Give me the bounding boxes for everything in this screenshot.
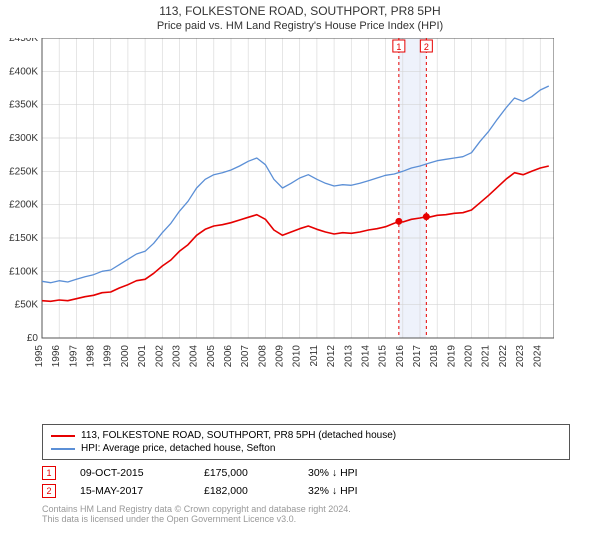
svg-text:1996: 1996 [51,345,62,368]
svg-text:2002: 2002 [154,345,165,368]
sale-date: 09-OCT-2015 [80,467,180,479]
svg-text:1997: 1997 [68,345,79,368]
svg-text:2024: 2024 [532,345,543,368]
legend-swatch [51,448,75,450]
sale-marker-icon: 1 [42,466,56,480]
legend-item-property: 113, FOLKESTONE ROAD, SOUTHPORT, PR8 5PH… [51,429,561,442]
svg-text:2004: 2004 [189,345,200,368]
sale-delta: 30% ↓ HPI [308,467,358,479]
svg-text:2003: 2003 [171,345,182,368]
legend-swatch [51,435,75,437]
sale-row: 2 15-MAY-2017 £182,000 32% ↓ HPI [42,482,570,500]
svg-text:2010: 2010 [292,345,303,368]
svg-text:2018: 2018 [429,345,440,368]
chart-subtitle: Price paid vs. HM Land Registry's House … [0,18,600,38]
svg-text:1: 1 [396,42,401,52]
svg-text:£400K: £400K [9,66,38,77]
legend-item-hpi: HPI: Average price, detached house, Seft… [51,442,561,455]
line-chart: £0 £50K £100K £150K £200K £250K £300K £350K £400… [0,38,554,413]
svg-text:1995: 1995 [34,345,45,368]
svg-text:£0: £0 [27,333,39,344]
svg-text:1998: 1998 [86,345,97,368]
sale-delta: 32% ↓ HPI [308,485,358,497]
sale-date: 15-MAY-2017 [80,485,180,497]
svg-text:£450K: £450K [9,38,38,44]
svg-text:2020: 2020 [464,345,475,368]
svg-text:2011: 2011 [309,345,320,367]
svg-text:2005: 2005 [206,345,217,368]
licence-line: This data is licensed under the Open Gov… [42,514,570,524]
svg-text:£50K: £50K [15,300,39,311]
svg-text:£150K: £150K [9,233,38,244]
sale-row: 1 09-OCT-2015 £175,000 30% ↓ HPI [42,464,570,482]
svg-text:2006: 2006 [223,345,234,368]
licence-line: Contains HM Land Registry data © Crown c… [42,504,570,514]
svg-text:2009: 2009 [275,345,286,368]
chart-container: 113, FOLKESTONE ROAD, SOUTHPORT, PR8 5PH… [0,0,600,560]
svg-text:£300K: £300K [9,133,38,144]
svg-text:2015: 2015 [378,345,389,368]
svg-text:£200K: £200K [9,200,38,211]
svg-text:2017: 2017 [412,345,423,368]
svg-text:2014: 2014 [360,345,371,368]
legend: 113, FOLKESTONE ROAD, SOUTHPORT, PR8 5PH… [42,424,570,460]
svg-text:£250K: £250K [9,166,38,177]
svg-text:1999: 1999 [103,345,114,368]
svg-text:2013: 2013 [343,345,354,368]
svg-text:2023: 2023 [515,345,526,368]
svg-text:2008: 2008 [257,345,268,368]
licence-text: Contains HM Land Registry data © Crown c… [42,504,570,524]
svg-text:2022: 2022 [498,345,509,368]
svg-text:2019: 2019 [446,345,457,368]
svg-text:2000: 2000 [120,345,131,368]
svg-text:£100K: £100K [9,266,38,277]
svg-text:2: 2 [424,42,429,52]
svg-text:2007: 2007 [240,345,251,368]
svg-text:2001: 2001 [137,345,148,368]
sale-price: £175,000 [204,467,284,479]
legend-label: 113, FOLKESTONE ROAD, SOUTHPORT, PR8 5PH… [81,430,396,441]
svg-text:2021: 2021 [481,345,492,368]
sale-table: 1 09-OCT-2015 £175,000 30% ↓ HPI 2 15-MA… [42,464,570,500]
legend-label: HPI: Average price, detached house, Seft… [81,443,275,454]
svg-text:2012: 2012 [326,345,337,368]
svg-text:£350K: £350K [9,100,38,111]
chart-area: £0 £50K £100K £150K £200K £250K £300K £350K £400… [0,38,600,418]
sale-price: £182,000 [204,485,284,497]
sale-marker-icon: 2 [42,484,56,498]
svg-text:2016: 2016 [395,345,406,368]
chart-title: 113, FOLKESTONE ROAD, SOUTHPORT, PR8 5PH [0,0,600,18]
